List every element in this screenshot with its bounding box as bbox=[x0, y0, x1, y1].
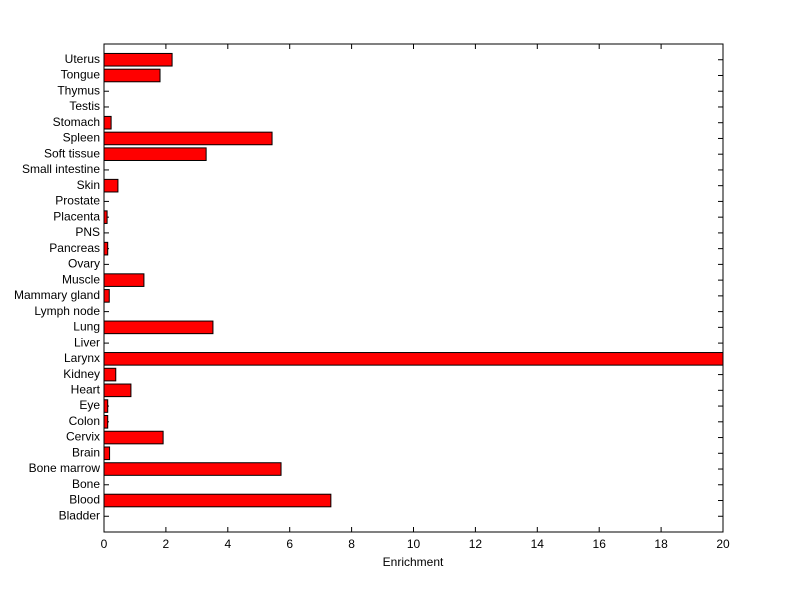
bar bbox=[103, 273, 145, 287]
x-tick-label: 8 bbox=[348, 537, 355, 551]
bar bbox=[103, 131, 273, 146]
bar bbox=[103, 462, 282, 476]
x-tick-label: 20 bbox=[716, 537, 730, 551]
y-tick-label: Prostate bbox=[55, 194, 100, 208]
y-tick-label: Skin bbox=[77, 178, 100, 192]
y-tick-label: Stomach bbox=[53, 115, 100, 129]
y-tick-label: Bone bbox=[72, 477, 100, 491]
y-tick-label: Ovary bbox=[68, 257, 100, 271]
plot-area bbox=[103, 43, 724, 533]
bar bbox=[103, 210, 108, 224]
x-tick-label: 2 bbox=[163, 537, 170, 551]
bar bbox=[103, 415, 109, 429]
y-tick-label: Kidney bbox=[63, 367, 100, 381]
bar bbox=[103, 430, 164, 445]
y-tick-label: Heart bbox=[71, 382, 101, 396]
bar bbox=[103, 446, 111, 461]
y-tick-label: Testis bbox=[69, 99, 100, 113]
y-tick-label: Bladder bbox=[59, 508, 100, 522]
bar bbox=[103, 367, 117, 382]
y-tick-label: Uterus bbox=[65, 52, 100, 66]
y-tick-label: Mammary gland bbox=[14, 288, 100, 302]
y-tick-label: Tongue bbox=[61, 68, 101, 82]
bar bbox=[103, 383, 132, 398]
x-tick-label: 0 bbox=[101, 537, 108, 551]
y-tick-label: Placenta bbox=[53, 209, 100, 223]
x-tick-label: 4 bbox=[224, 537, 231, 551]
y-tick-label: Spleen bbox=[63, 131, 100, 145]
y-tick-label: Eye bbox=[79, 398, 100, 412]
y-tick-label: Muscle bbox=[62, 272, 100, 286]
bar bbox=[103, 115, 112, 130]
bar bbox=[103, 52, 173, 67]
x-tick-label: 12 bbox=[469, 537, 483, 551]
bar bbox=[103, 178, 119, 193]
bar bbox=[103, 320, 214, 335]
y-tick-label: Blood bbox=[69, 493, 100, 507]
y-tick-label: Pancreas bbox=[49, 241, 100, 255]
x-tick-label: 14 bbox=[531, 537, 545, 551]
x-tick-label: 18 bbox=[654, 537, 668, 551]
bar bbox=[103, 493, 332, 508]
y-tick-label: Thymus bbox=[57, 83, 100, 97]
bar bbox=[103, 399, 109, 413]
y-tick-label: Soft tissue bbox=[44, 146, 100, 160]
y-tick-label: Bone marrow bbox=[29, 461, 101, 475]
y-tick-label: Brain bbox=[72, 445, 100, 459]
y-tick-label: Colon bbox=[69, 414, 100, 428]
y-tick-label: Cervix bbox=[66, 430, 100, 444]
y-tick-label: Lung bbox=[73, 320, 100, 334]
x-tick-label: 10 bbox=[407, 537, 421, 551]
x-tick-label: 6 bbox=[286, 537, 293, 551]
y-tick-label: Liver bbox=[74, 335, 100, 349]
bar bbox=[103, 289, 110, 303]
bar bbox=[103, 241, 109, 256]
x-tick-label: 16 bbox=[593, 537, 607, 551]
bar bbox=[103, 68, 161, 83]
y-tick-label: PNS bbox=[75, 225, 100, 239]
y-tick-label: Lymph node bbox=[34, 304, 100, 318]
bar bbox=[103, 147, 207, 161]
y-tick-label: Larynx bbox=[64, 351, 100, 365]
bar bbox=[103, 352, 724, 366]
y-tick-label: Small intestine bbox=[22, 162, 100, 176]
x-axis-label: Enrichment bbox=[383, 555, 444, 569]
